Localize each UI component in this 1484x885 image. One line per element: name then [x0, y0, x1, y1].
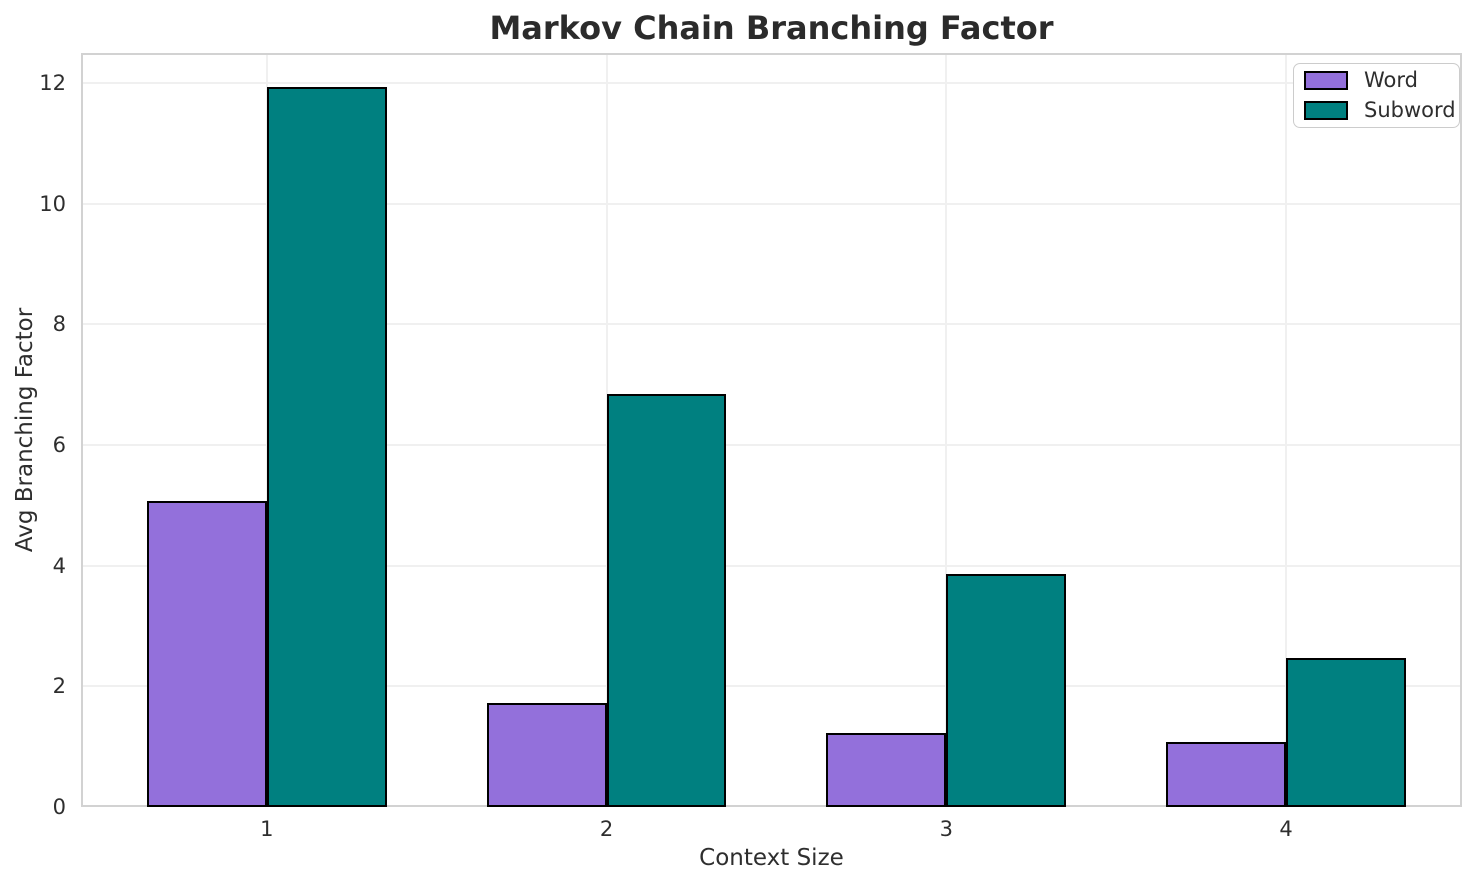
x-tick-1: 1 [260, 817, 274, 841]
chart-title: Markov Chain Branching Factor [489, 9, 1054, 47]
x-tick-3: 3 [939, 817, 953, 841]
gridline-y-6 [81, 444, 1462, 447]
y-tick-0: 0 [52, 795, 66, 819]
legend-label-word: Word [1364, 68, 1418, 92]
gridline-y-8 [81, 323, 1462, 326]
gridline-y-4 [81, 564, 1462, 567]
plot-area [81, 53, 1462, 807]
bar-word-context-1 [146, 500, 267, 807]
x-tick-2: 2 [599, 817, 614, 841]
gridline-y-2 [81, 685, 1462, 688]
subword-swatch [1304, 101, 1348, 120]
bar-subword-context-2 [606, 393, 727, 807]
gridline-x-4 [1285, 53, 1288, 807]
gridline-y-10 [81, 202, 1462, 205]
legend: Word Subword [1293, 63, 1460, 128]
y-tick-10: 10 [39, 191, 66, 216]
word-swatch [1304, 71, 1348, 90]
bar-word-context-2 [486, 703, 607, 807]
y-tick-2: 2 [52, 674, 66, 699]
bar-word-context-4 [1166, 742, 1287, 807]
y-tick-6: 6 [52, 433, 66, 458]
bar-subword-context-3 [946, 574, 1067, 807]
x-axis-label: Context Size [699, 845, 844, 871]
x-tick-4: 4 [1279, 817, 1293, 841]
gridline-y-12 [81, 82, 1462, 85]
legend-label-subword: Subword [1364, 98, 1456, 122]
y-tick-12: 12 [39, 71, 66, 96]
y-axis-label: Avg Branching Factor [12, 307, 38, 553]
legend-item-word: Word [1304, 70, 1449, 91]
y-tick-4: 4 [52, 553, 66, 578]
bar-subword-context-1 [266, 87, 387, 807]
y-tick-8: 8 [52, 312, 66, 337]
gridline-x-3 [945, 53, 948, 807]
legend-item-subword: Subword [1304, 100, 1456, 121]
bar-word-context-3 [826, 733, 947, 807]
bar-subword-context-4 [1286, 658, 1406, 807]
